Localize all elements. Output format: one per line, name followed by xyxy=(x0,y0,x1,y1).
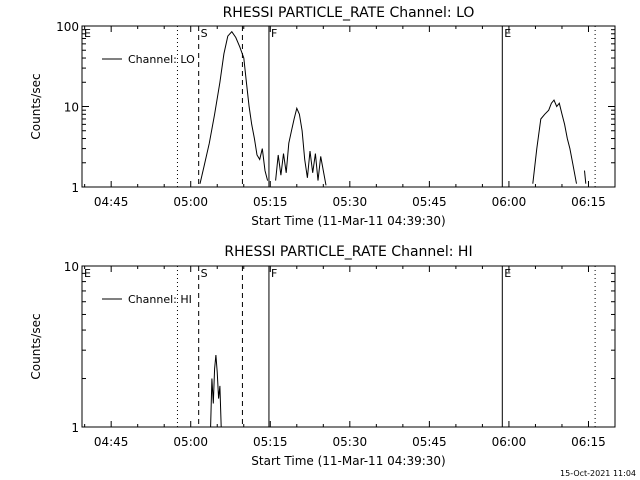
plot-frame xyxy=(81,265,616,428)
x-tick-label: 05:00 xyxy=(173,195,208,209)
chart-title: RHESSI PARTICLE_RATE Channel: HI xyxy=(224,244,472,260)
x-tick-label: 06:00 xyxy=(492,195,527,209)
x-tick-label: 05:45 xyxy=(412,435,447,449)
x-tick-label: 05:00 xyxy=(173,435,208,449)
x-axis-label: Start Time (11-Mar-11 04:39:30) xyxy=(251,214,445,228)
x-tick-label: 06:00 xyxy=(492,435,527,449)
event-marker-label: S xyxy=(201,267,208,280)
x-tick-label: 06:15 xyxy=(571,195,606,209)
series-line xyxy=(199,30,269,184)
series-line xyxy=(532,99,577,184)
series-line xyxy=(210,354,222,428)
y-axis-label: Counts/sec xyxy=(29,313,43,379)
series-line xyxy=(275,106,327,186)
x-tick-label: 05:30 xyxy=(333,195,368,209)
event-marker-label: F xyxy=(271,27,277,40)
y-tick-label: 10 xyxy=(64,101,79,115)
x-tick-label: 05:30 xyxy=(333,435,368,449)
chart-title: RHESSI PARTICLE_RATE Channel: LO xyxy=(223,5,475,21)
event-marker-label: E xyxy=(84,27,91,40)
event-marker-label: E xyxy=(504,267,511,280)
event-marker-label: F xyxy=(271,267,277,280)
panel-channel-hi: RHESSI PARTICLE_RATE Channel: HI Start T… xyxy=(29,244,616,468)
y-axis-label: Counts/sec xyxy=(29,73,43,139)
x-tick-label: 05:15 xyxy=(253,195,288,209)
x-tick-label: 04:45 xyxy=(94,195,129,209)
y-tick-label: 1 xyxy=(71,421,79,435)
x-tick-label: 05:15 xyxy=(253,435,288,449)
x-tick-label: 04:45 xyxy=(94,435,129,449)
y-tick-label: 10 xyxy=(64,260,79,274)
event-marker-label: E xyxy=(504,27,511,40)
series-line xyxy=(584,170,587,184)
x-tick-label: 06:15 xyxy=(571,435,606,449)
y-tick-label: 100 xyxy=(56,20,79,34)
event-marker-label: E xyxy=(84,267,91,280)
y-tick-label: 1 xyxy=(71,181,79,195)
legend-label: Channel: HI xyxy=(128,293,192,306)
x-tick-label: 05:45 xyxy=(412,195,447,209)
panel-channel-lo: RHESSI PARTICLE_RATE Channel: LO Start T… xyxy=(29,5,616,228)
x-axis-label: Start Time (11-Mar-11 04:39:30) xyxy=(251,454,445,468)
footer-timestamp: 15-Oct-2021 11:04 xyxy=(560,469,636,478)
event-marker-label: S xyxy=(201,27,208,40)
legend-label: Channel: LO xyxy=(128,53,195,66)
